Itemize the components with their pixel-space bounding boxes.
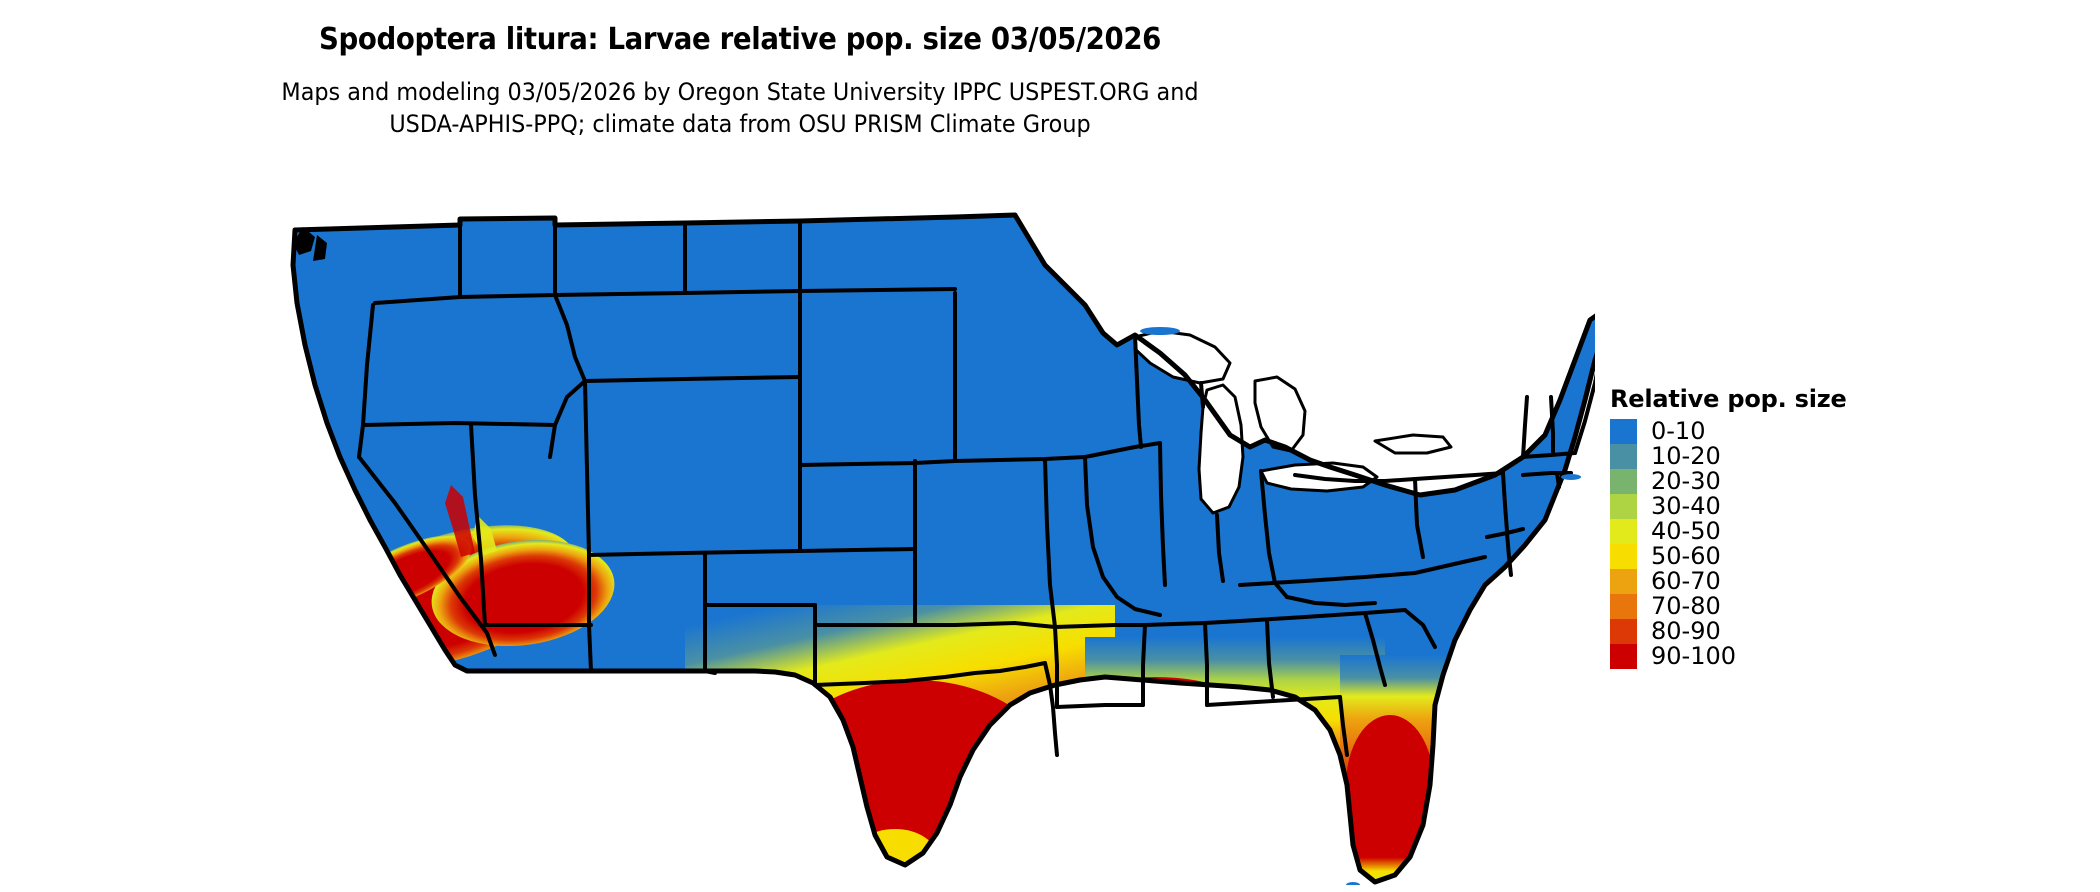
legend-swatch [1610, 644, 1637, 669]
boundary-tx-ok-red-river [813, 661, 1047, 687]
state-boundaries-layer [357, 216, 1595, 757]
boundary-nc-sc [1403, 608, 1437, 649]
boundary-gulf-state-south [1205, 695, 1342, 707]
boundary-al-ga [1265, 619, 1275, 699]
lake-huron [1253, 375, 1307, 453]
boundary-wv-va [1285, 595, 1377, 607]
boundary-il-in [1158, 441, 1167, 587]
boundary-ca-nv-diagonal [357, 455, 497, 657]
boundary-ms-al [1203, 621, 1209, 707]
legend-label: 30-40 [1651, 492, 1721, 520]
map-legend: Relative pop. size 0-10 10-20 20-30 30-40 40… [1610, 385, 2030, 669]
legend-label: 70-80 [1651, 592, 1721, 620]
boundary-co-ks [798, 547, 917, 553]
boundary-wy-id-ut [583, 379, 591, 557]
boundary-oh-wv [1259, 469, 1289, 599]
hotspot-florida-core [1346, 715, 1434, 855]
map-svg [290, 212, 1595, 885]
boundary-nh-me [1573, 372, 1595, 455]
boundary-pa-ny [1413, 471, 1505, 481]
subtitle-line-1: Maps and modeling 03/05/2026 by Oregon S… [281, 78, 1199, 106]
subtitle-block: Maps and modeling 03/05/2026 by Oregon S… [52, 76, 1428, 140]
legend-row: 80-90 [1610, 619, 2030, 644]
legend-label: 10-20 [1651, 442, 1721, 470]
legend-title: Relative pop. size [1610, 385, 1847, 413]
legend-swatch [1610, 444, 1637, 469]
legend-label: 40-50 [1651, 517, 1721, 545]
boundary-fl-ga [1338, 695, 1349, 757]
great-lakes-layer [1133, 329, 1453, 515]
legend-row: 90-100 [1610, 644, 2030, 669]
legend-row: 10-20 [1610, 444, 2030, 469]
legend-swatch [1610, 419, 1637, 444]
boundary-in-oh [1215, 513, 1225, 583]
boundary-tn-ky [1238, 571, 1417, 587]
boundary-la-ms [1141, 623, 1147, 707]
legend-swatch [1610, 519, 1637, 544]
legend-label: 0-10 [1651, 417, 1706, 445]
boundary-va-nc [1413, 555, 1487, 575]
island-keys-west [1346, 882, 1360, 885]
boundary-oh-pa-ny [1293, 473, 1417, 483]
legend-row: 70-80 [1610, 594, 2030, 619]
puget-sound-inlet [313, 235, 327, 261]
legend-row: 30-40 [1610, 494, 2030, 519]
boundary-wy-co [587, 549, 802, 557]
boundary-ga-sc-inland [1363, 611, 1387, 687]
legend-row: 60-70 [1610, 569, 2030, 594]
legend-swatch [1610, 469, 1637, 494]
boundary-or-nv [361, 421, 557, 427]
legend-row: 50-60 [1610, 544, 2030, 569]
boundary-la-north [1055, 703, 1145, 709]
legend-label: 60-70 [1651, 567, 1721, 595]
lake-ontario [1373, 433, 1453, 455]
boundary-mo-ks-ar [1043, 457, 1057, 629]
legend-swatch [1610, 544, 1637, 569]
boundary-mn-wi [1133, 333, 1143, 449]
legend-label: 20-30 [1651, 467, 1721, 495]
legend-swatch [1610, 494, 1637, 519]
island-long-island-tip [1561, 474, 1581, 480]
legend-row: 40-50 [1610, 519, 2030, 544]
lake-superior [1133, 329, 1232, 385]
boundary-nd-mn-top [798, 287, 957, 293]
boundary-il-north [1083, 441, 1162, 459]
boundary-ut-az [587, 553, 593, 673]
hotspot-louisiana-core [1045, 677, 1265, 773]
us-choropleth-map [255, 185, 1595, 885]
legend-swatch [1610, 594, 1637, 619]
legend-swatch [1610, 569, 1637, 594]
boundary-nv-ut [469, 423, 487, 627]
island-isle-royale [1140, 327, 1180, 335]
legend-label: 90-100 [1651, 642, 1737, 670]
boundary-tn-south [1238, 608, 1407, 623]
hotspot-rio-grande-tip [853, 829, 937, 882]
legend-row: 0-10 [1610, 419, 2030, 444]
legend-row: 20-30 [1610, 469, 2030, 494]
legend-label: 50-60 [1651, 542, 1721, 570]
boundary-ar-ms-north [1053, 623, 1147, 629]
lake-michigan [1197, 383, 1245, 515]
boundary-ma-north [1521, 451, 1577, 459]
hotspot-colorado-river [445, 485, 475, 557]
subtitle-line-2: USDA-APHIS-PPQ; climate data from OSU PR… [389, 110, 1091, 138]
boundary-ny-vt [1521, 395, 1529, 459]
boundary-mt-wy [583, 375, 802, 383]
boundary-il-mo-mississippi [1083, 455, 1162, 617]
offshore-islands-layer [1140, 327, 1581, 885]
boundary-tx-la [1043, 661, 1059, 757]
boundary-md-de [1505, 531, 1513, 577]
boundary-pa-nj [1501, 471, 1509, 533]
page-title: Spodoptera litura: Larvae relative pop. … [318, 22, 1162, 57]
puget-sound-detail [293, 227, 327, 261]
legend-swatch [1610, 619, 1637, 644]
boundary-or-ca [357, 303, 375, 459]
boundary-vt-nh [1549, 395, 1555, 455]
puget-sound-islands [293, 227, 315, 255]
legend-items: 0-10 10-20 20-30 30-40 40-50 50-60 60-70 70-80 8… [1610, 419, 2030, 669]
boundary-ok-ks-east [953, 621, 1057, 629]
boundary-ar-la-west [1053, 625, 1059, 709]
legend-label: 80-90 [1651, 617, 1721, 645]
conus-outline [290, 212, 1595, 885]
